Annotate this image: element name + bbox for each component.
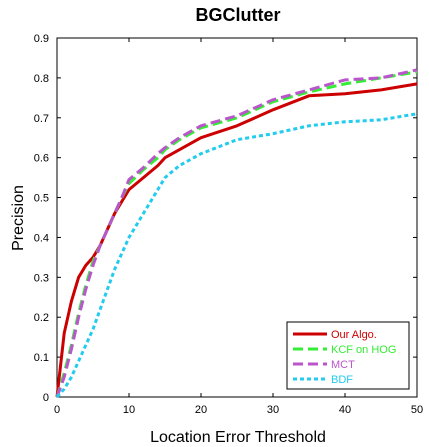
x-tick-label: 10 (123, 404, 135, 416)
legend-label: BDF (331, 374, 353, 386)
x-tick-label: 50 (411, 404, 423, 416)
legend-label: Our Algo. (331, 329, 377, 341)
y-tick-label: 0.3 (34, 272, 49, 284)
series-line-0 (55, 82, 418, 398)
y-tick-label: 0 (43, 392, 49, 404)
x-tick-label: 0 (54, 404, 60, 416)
x-tick-label: 30 (267, 404, 279, 416)
y-tick-label: 0.1 (34, 352, 49, 364)
y-tick-label: 0.6 (34, 153, 49, 165)
axes: 0 10 20 30 40 50 0 0.1 0.2 0.3 0.4 0.5 0.6 0.7 0.8 0.9 (34, 33, 423, 416)
chart-title: BGClutter (196, 5, 281, 25)
series-line-1 (55, 70, 418, 398)
y-tick-label: 0.9 (34, 33, 49, 45)
x-tick-label: 20 (195, 404, 207, 416)
y-tick-label: 0.7 (34, 113, 49, 125)
x-axis-label: Location Error Threshold (150, 429, 326, 446)
x-tick-label: 40 (339, 404, 351, 416)
series-line-3 (55, 112, 418, 399)
y-tick-label: 0.2 (34, 312, 49, 324)
legend-label: KCF on HOG (331, 344, 396, 356)
y-tick-label: 0.8 (34, 73, 49, 85)
y-axis-label: Precision (10, 185, 27, 251)
series-lines (55, 68, 418, 399)
legend-label: MCT (331, 359, 355, 371)
y-tick-label: 0.5 (34, 193, 49, 205)
y-tick-label: 0.4 (34, 232, 49, 244)
plot-frame (56, 37, 418, 398)
series-line-2 (55, 68, 418, 398)
legend: Our Algo. KCF on HOG MCT BDF (286, 321, 410, 390)
